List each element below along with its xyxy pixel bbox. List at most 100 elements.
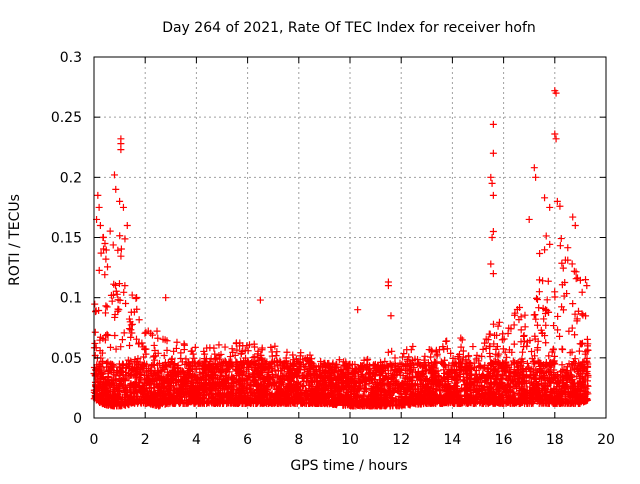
data-point [173, 339, 180, 346]
data-point [569, 300, 576, 307]
data-point [388, 348, 395, 355]
data-point [511, 341, 518, 348]
data-point [91, 301, 98, 308]
data-point [92, 329, 99, 336]
data-point [273, 352, 280, 359]
data-point [102, 302, 109, 309]
data-point [114, 247, 121, 254]
data-point [428, 347, 435, 354]
data-point [121, 329, 128, 336]
data-point [524, 360, 531, 367]
data-point [521, 312, 528, 319]
data-point [151, 342, 158, 349]
data-point [117, 253, 124, 260]
data-point [534, 322, 541, 329]
data-point [558, 235, 565, 242]
data-point [190, 355, 197, 362]
data-point [111, 332, 118, 339]
data-point [557, 242, 564, 249]
data-point [536, 250, 543, 257]
data-point [469, 343, 476, 350]
data-point [120, 289, 127, 296]
data-point [118, 246, 125, 253]
data-point [573, 275, 580, 282]
data-point [92, 308, 99, 315]
data-point [181, 346, 188, 353]
data-point [511, 321, 518, 328]
data-point [556, 333, 563, 340]
data-point [107, 344, 114, 351]
data-point [496, 319, 503, 326]
data-point [481, 340, 488, 347]
data-point [546, 241, 553, 248]
data-point [540, 315, 547, 322]
data-point [528, 348, 535, 355]
data-point [297, 349, 304, 356]
data-point [579, 289, 586, 296]
data-point [385, 349, 392, 356]
data-point [542, 322, 549, 329]
data-point [104, 331, 111, 338]
data-point [101, 240, 108, 247]
data-point [215, 341, 222, 348]
data-point [532, 316, 539, 323]
data-point [536, 288, 543, 295]
data-point [409, 343, 416, 350]
data-point [530, 359, 537, 366]
data-point [543, 232, 550, 239]
data-point [550, 322, 557, 329]
data-point [534, 296, 541, 303]
data-point [408, 346, 415, 353]
data-point [136, 316, 143, 323]
data-point [533, 295, 540, 302]
data-point [192, 344, 199, 351]
data-point [535, 304, 542, 311]
data-point [541, 246, 548, 253]
data-point [112, 282, 119, 289]
data-point [564, 244, 571, 251]
data-point [101, 271, 108, 278]
data-point [177, 349, 184, 356]
data-point [486, 350, 493, 357]
data-point [154, 335, 161, 342]
data-point [560, 265, 567, 272]
data-point [259, 344, 266, 351]
data-point [126, 342, 133, 349]
data-point [104, 263, 111, 270]
data-point [104, 303, 111, 310]
data-point [569, 325, 576, 332]
data-point [267, 344, 274, 351]
data-point [229, 345, 236, 352]
data-point [558, 260, 565, 267]
data-point [149, 332, 156, 339]
data-point [127, 334, 134, 341]
data-point [122, 300, 129, 307]
data-point [559, 346, 566, 353]
data-point [545, 352, 552, 359]
data-point [110, 241, 117, 248]
data-point [539, 277, 546, 284]
data-point [542, 339, 549, 346]
data-point [154, 328, 161, 335]
data-point [565, 328, 572, 335]
data-point [501, 335, 508, 342]
data-point [421, 353, 428, 360]
data-point [531, 311, 538, 318]
data-point [96, 267, 103, 274]
data-point [121, 235, 128, 242]
data-point [116, 232, 123, 239]
data-point [551, 294, 558, 301]
data-point [91, 340, 98, 347]
data-point [102, 309, 109, 316]
data-point [109, 298, 116, 305]
data-point [222, 344, 229, 351]
data-point [102, 256, 109, 263]
data-point [571, 331, 578, 338]
data-point [519, 349, 526, 356]
data-point [119, 336, 126, 343]
data-point [132, 295, 139, 302]
data-point [480, 346, 487, 353]
data-point [569, 260, 576, 267]
